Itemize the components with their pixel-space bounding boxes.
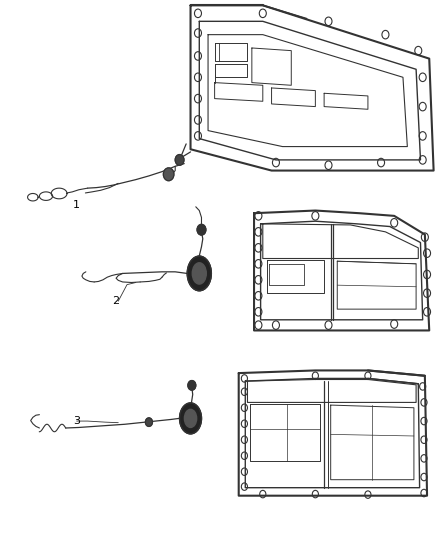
Text: 1: 1 xyxy=(73,200,80,210)
Circle shape xyxy=(163,168,174,181)
Ellipse shape xyxy=(184,409,197,427)
Ellipse shape xyxy=(187,256,211,291)
Ellipse shape xyxy=(192,263,206,284)
Circle shape xyxy=(175,155,184,165)
Circle shape xyxy=(145,418,152,426)
Circle shape xyxy=(197,224,206,235)
Circle shape xyxy=(188,381,196,390)
Ellipse shape xyxy=(180,403,201,434)
Text: 2: 2 xyxy=(113,296,120,306)
Text: 3: 3 xyxy=(73,416,80,426)
